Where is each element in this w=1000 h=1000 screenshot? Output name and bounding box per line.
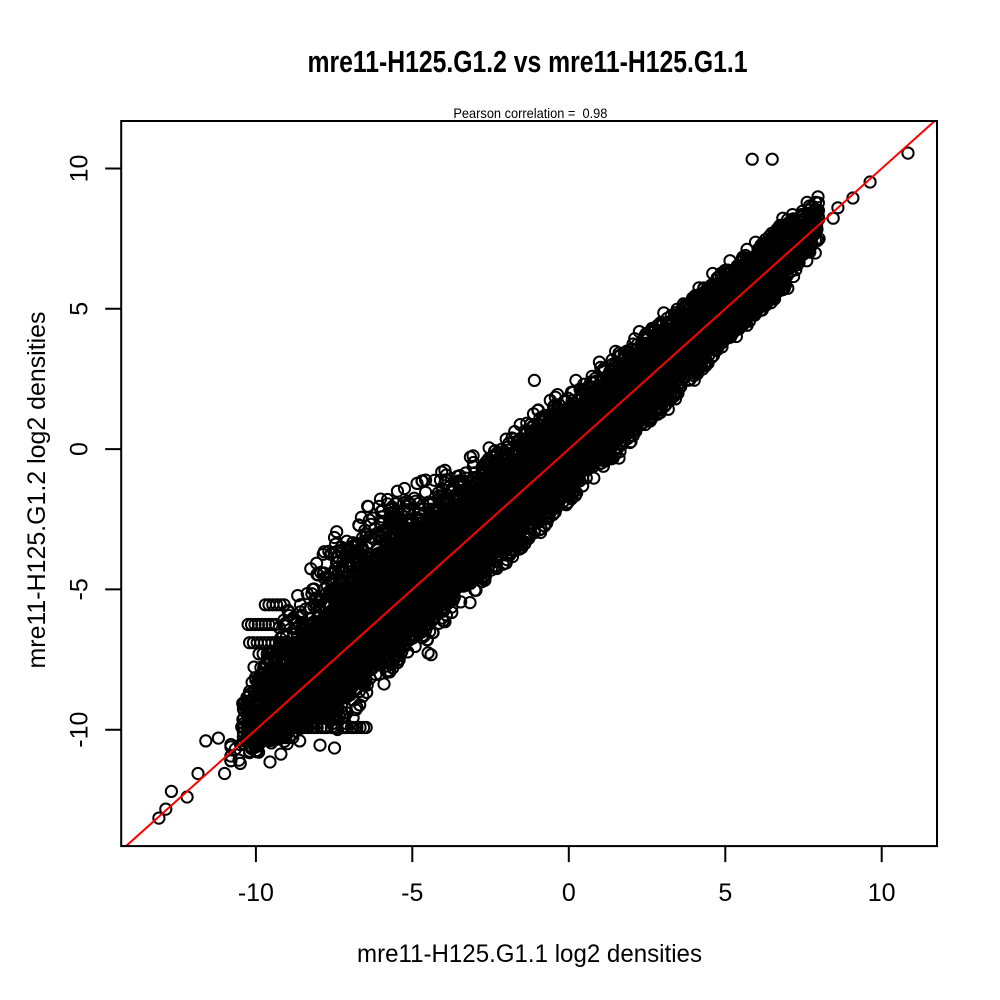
svg-text:10: 10: [66, 155, 94, 183]
svg-text:mre11-H125.G1.1 log2 densities: mre11-H125.G1.1 log2 densities: [357, 940, 702, 968]
svg-text:Pearson correlation = 0.98: Pearson correlation = 0.98: [453, 105, 607, 121]
svg-text:mre11-H125.G1.2 vs mre11-H125.: mre11-H125.G1.2 vs mre11-H125.G1.1: [308, 45, 748, 79]
svg-text:-10: -10: [238, 879, 274, 907]
svg-text:5: 5: [718, 879, 732, 907]
svg-text:10: 10: [868, 879, 896, 907]
svg-text:0: 0: [562, 879, 576, 907]
svg-text:-10: -10: [66, 712, 94, 748]
svg-text:-5: -5: [401, 879, 423, 907]
svg-text:5: 5: [66, 302, 94, 316]
svg-text:-5: -5: [66, 578, 94, 600]
svg-text:0: 0: [66, 442, 94, 456]
svg-text:mre11-H125.G1.2 log2 densities: mre11-H125.G1.2 log2 densities: [23, 312, 51, 669]
